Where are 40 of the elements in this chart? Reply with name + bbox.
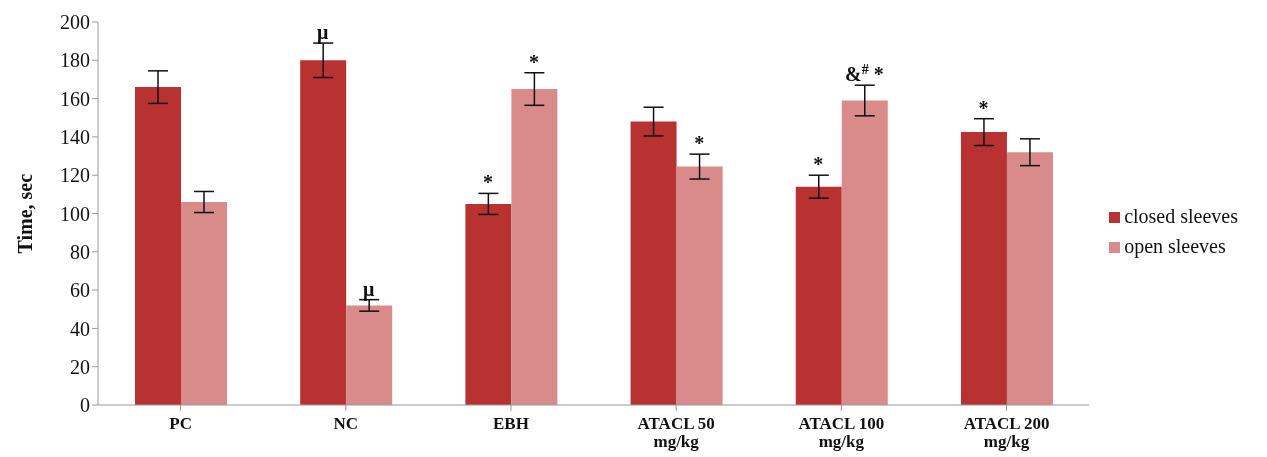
y-tick-label: 200 <box>60 11 90 34</box>
annotation: * <box>813 153 824 176</box>
annotation: &$^{#}$ * <box>845 61 884 86</box>
x-tick-label: PC <box>169 414 192 433</box>
annotation: μ <box>363 277 376 301</box>
legend-label: open sleeves <box>1124 234 1226 257</box>
bar <box>300 60 347 405</box>
annotation: * <box>528 50 539 73</box>
y-tick-label: 20 <box>70 355 90 378</box>
x-tick-label: ATACL 100 mg/kg <box>798 414 885 451</box>
bar <box>511 89 558 405</box>
y-tick-label: 140 <box>60 126 90 148</box>
x-tick-label: ATACL 50 mg/kg <box>637 414 715 451</box>
x-tick-label: NC <box>333 414 359 433</box>
y-tick-label: 160 <box>60 87 90 110</box>
y-axis-title: Time, sec <box>14 173 37 254</box>
y-tick-label: 0 <box>80 394 90 417</box>
bar <box>960 132 1007 405</box>
y-tick-label: 80 <box>70 240 90 263</box>
annotation: μ <box>317 21 330 45</box>
y-tick-label: 120 <box>60 164 90 187</box>
bar <box>135 87 181 405</box>
bar <box>1006 152 1053 405</box>
y-tick-label: 100 <box>60 202 90 225</box>
bar <box>465 203 512 405</box>
bar <box>630 121 677 405</box>
annotation: * <box>482 171 493 194</box>
annotation: * <box>978 96 989 119</box>
y-tick-label: 40 <box>70 317 90 340</box>
y-tick-label: 60 <box>70 279 90 302</box>
bar <box>841 100 888 405</box>
bar <box>676 166 723 405</box>
bar <box>181 202 227 405</box>
x-tick-label: EBH <box>493 414 529 433</box>
legend-label: closed sleeves <box>1124 204 1238 227</box>
y-tick-label: 180 <box>60 49 90 72</box>
x-tick-label: ATACL 200 mg/kg <box>963 414 1050 451</box>
bar <box>346 305 393 405</box>
annotation: * <box>694 132 705 155</box>
bar <box>795 186 842 405</box>
